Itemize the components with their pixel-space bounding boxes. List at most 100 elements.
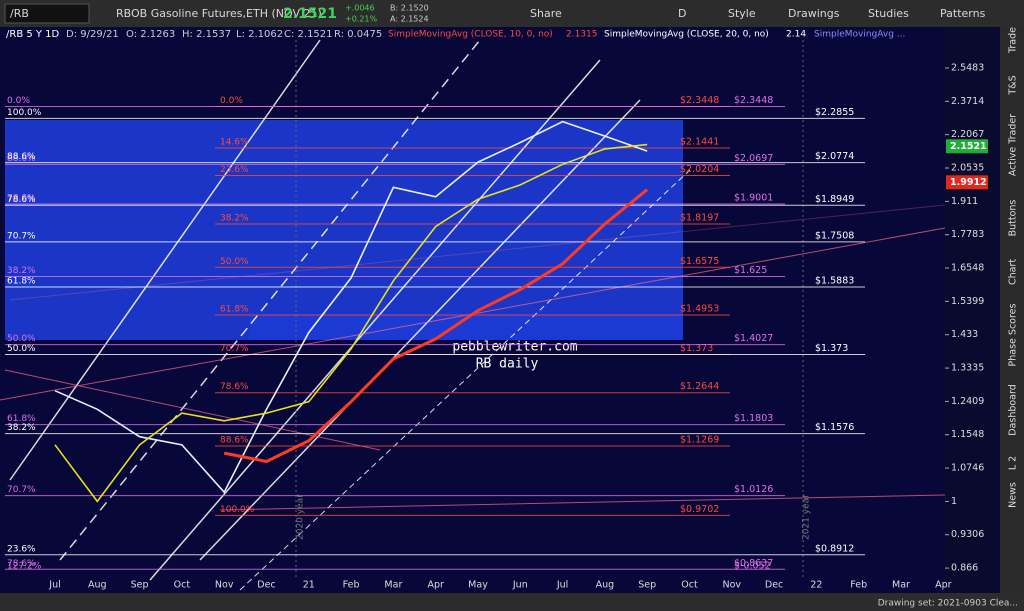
fib-pct: 23.6% [7,544,36,554]
y-tick-label: 1.433 [951,329,978,340]
x-tick-label: Jun [512,580,528,591]
fib-pct: 50.0% [220,257,249,267]
description: RBOB Gasoline Futures,ETH (NOV 21) [116,7,322,20]
style-button[interactable]: Style [728,7,756,20]
fib-price: $0.8637 [734,558,773,569]
fib-price: $1.9001 [734,192,773,203]
fib-pct: 23.6% [220,165,249,175]
fib-price: $1.5883 [815,276,854,287]
drawing-set[interactable]: Drawing set: 2021-0903 Clea... [878,599,1018,609]
y-tick-label: 2.0535 [951,163,984,174]
x-tick-label: Jul [556,580,568,591]
side-tab[interactable]: T&S [1008,75,1019,95]
x-tick-label: Aug [596,580,615,591]
trendline [199,99,641,561]
fib-price: $1.7508 [815,230,854,241]
highlight-box [5,120,683,340]
bid: B: 2.1520 [390,4,429,13]
x-tick-label: 21 [303,580,315,591]
ask: A: 2.1524 [390,15,429,24]
y-tick-label: 1.0746 [951,463,984,474]
trend-channel [9,39,691,591]
info-low: L: 2.1062 [236,29,283,40]
toolbar [0,0,1024,27]
fib-price: $1.4953 [680,304,719,315]
fib-price: $1.373 [815,343,848,354]
fib-pct: 0.0% [220,96,243,106]
x-tick-label: May [468,580,488,591]
fib-price: $1.4027 [734,333,773,344]
y-tick-label: 1.5399 [951,296,984,307]
x-tick-label: Nov [215,580,234,591]
symbol-box[interactable] [4,3,90,24]
x-tick-label: Feb [343,580,360,591]
fib-pct: 61.8% [7,414,36,424]
fib-price: $0.9702 [680,504,719,515]
fib-price: $2.3448 [734,95,773,106]
fib-price: $0.8912 [815,543,854,554]
info-close: C: 2.1521 [284,29,333,40]
fib-price: $1.1576 [815,422,854,433]
x-tick-label: Feb [850,580,867,591]
x-tick-label: Oct [681,580,698,591]
fib-pct: 38.2% [7,266,36,276]
symbol[interactable]: /RB [10,7,29,20]
fib-price: $2.3448 [680,95,719,106]
fib-pct: 78.6% [7,559,36,569]
x-tick-label: Jul [48,580,60,591]
fib-pct: 78.6% [7,195,36,205]
side-tab[interactable]: Buttons [1008,200,1019,237]
side-tab[interactable]: Dashboard [1008,384,1019,436]
fib-pct: 70.7% [7,231,36,241]
fib-pct: 61.8% [7,277,36,287]
info-high: H: 2.1537 [182,29,231,40]
change: +.0046 [345,4,375,13]
x-tick-label: Apr [427,580,444,591]
fib-price: $2.0774 [815,151,854,162]
fib-pct: 38.2% [220,214,249,224]
fib-price: $-0.052 [734,561,771,572]
patterns-button[interactable]: Patterns [940,7,986,20]
side-tab[interactable]: L 2 [1008,456,1019,470]
fib-pct: 78.6% [7,193,36,203]
fib-price: $1.625 [734,265,767,276]
fib-pct: 88.6% [7,154,36,164]
fib-price: $2.2855 [815,107,854,118]
last-price: 2.1521 [283,6,337,22]
share-button[interactable]: Share [530,7,562,20]
side-tab[interactable]: Trade [1008,27,1019,54]
x-tick-label: Dec [257,580,275,591]
side-tab[interactable]: Active Trader [1008,114,1019,176]
drawings-button[interactable]: Drawings [788,7,840,20]
fib-pct: 70.7% [220,344,249,354]
fib-pct: 78.6% [220,382,249,392]
fib-pct: 100.0% [220,505,255,515]
fib-price: $1.0126 [734,484,773,495]
fib-price: $1.8197 [680,213,719,224]
series-line [54,120,648,494]
study1: SimpleMovingAvg (CLOSE, 10, 0, no) [388,30,553,40]
side-tab[interactable]: Phase Scores [1008,303,1019,366]
y-tick-label: 1 [951,496,957,507]
trendline [4,369,381,451]
side-tab[interactable]: Chart [1008,259,1019,285]
side-tab[interactable]: News [1008,482,1019,508]
fib-pct: 88.6% [7,152,36,162]
fib-pct: 70.7% [7,485,36,495]
period-button[interactable]: D [678,7,686,20]
series-line [223,188,649,464]
fib-pct: 14.6% [220,138,249,148]
watermark-sub: RB daily [476,357,539,372]
y-tick-label: 2.2067 [951,129,984,140]
y-tick-label: 1.1548 [951,429,984,440]
fib-pct: 61.8% [220,305,249,315]
fib-pct: 88.6% [220,436,249,446]
y-tick-label: 2.3714 [951,96,984,107]
footer [0,593,1024,611]
studies-button[interactable]: Studies [868,7,909,20]
fib-price: $2.1441 [680,137,719,148]
x-tick-label: Oct [174,580,191,591]
y-tick-label: 1.911 [951,196,978,207]
price-badge [946,175,988,190]
